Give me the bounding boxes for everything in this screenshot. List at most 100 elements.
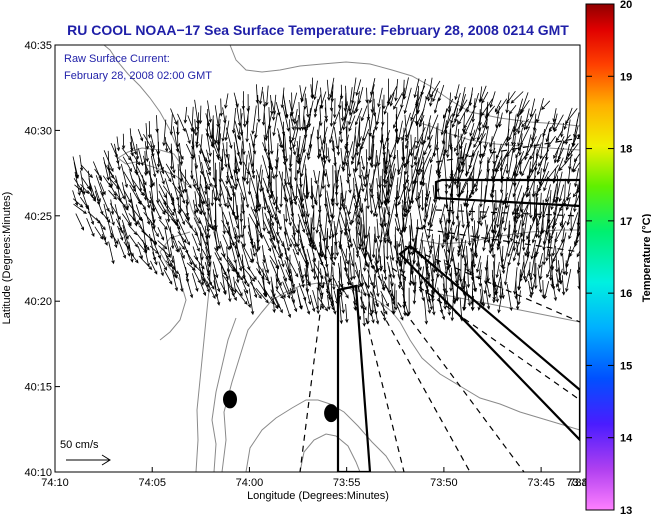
plot-frame <box>54 44 581 473</box>
current-vector-1023 <box>312 205 316 231</box>
current-vector-1272 <box>128 234 139 248</box>
current-vector-1118 <box>559 213 565 227</box>
y-tick-5: 40:35 <box>24 40 60 52</box>
current-vector-1016 <box>255 206 264 240</box>
current-vector-1637 <box>290 276 295 295</box>
current-vector-1579 <box>232 266 244 281</box>
current-vector-375 <box>553 136 565 160</box>
current-vector-945 <box>242 199 247 230</box>
current-vector-65 <box>383 94 392 115</box>
current-vector-299 <box>415 126 426 150</box>
current-vector-1030 <box>364 206 369 239</box>
current-vector-631 <box>566 163 571 185</box>
current-vector-94 <box>313 98 319 118</box>
current-vector-97 <box>340 101 345 122</box>
current-vector-1723 <box>351 289 358 306</box>
current-vector-1242 <box>452 224 458 240</box>
colorbar-tick-label: 15 <box>620 360 632 372</box>
current-vector-36 <box>425 87 432 101</box>
current-vector-675 <box>334 170 339 207</box>
current-vector-1027 <box>345 205 353 226</box>
current-vector-1019 <box>284 204 289 223</box>
current-vector-1043 <box>470 206 474 223</box>
current-vector-652 <box>159 170 165 185</box>
current-vector-693 <box>483 171 490 204</box>
current-vector-1625 <box>201 276 210 293</box>
current-vector-1105 <box>443 213 449 237</box>
current-vector-780 <box>631 177 635 201</box>
current-vector-1546 <box>424 260 432 288</box>
current-vector-1059 <box>581 205 584 222</box>
current-vector-680 <box>370 169 375 199</box>
current-vector-1322 <box>545 233 551 262</box>
current-vector-1635 <box>275 274 279 291</box>
current-vector-161 <box>508 104 517 115</box>
current-vector-801 <box>206 184 211 213</box>
current-vector-1277 <box>177 231 187 244</box>
current-vector-1669 <box>213 280 221 306</box>
current-vector-841 <box>545 184 551 203</box>
current-vector-437 <box>515 142 524 159</box>
current-vector-21 <box>310 84 314 100</box>
current-vector-927 <box>72 198 84 208</box>
current-vector-1668 <box>206 280 216 300</box>
current-vector-408 <box>291 140 297 156</box>
current-vector-679 <box>363 169 370 203</box>
current-vector-993 <box>73 203 87 215</box>
current-vector-180 <box>265 112 273 140</box>
x-tick-8: 73:3 <box>569 467 591 489</box>
current-vector-1498 <box>500 256 506 275</box>
current-vector-1081 <box>208 212 215 231</box>
current-vector-1193 <box>633 218 640 235</box>
current-vector-915 <box>550 190 556 211</box>
current-vector-1673 <box>242 281 249 295</box>
current-vector-74 <box>466 93 473 113</box>
current-vector-1672 <box>234 281 243 297</box>
current-vector-1557 <box>495 261 500 279</box>
y-tick-label: 40:35 <box>24 40 52 52</box>
current-vector-1078 <box>178 211 185 226</box>
bathy-contour-4 <box>229 45 580 127</box>
current-vector-463 <box>206 149 211 164</box>
colorbar-label: Temperature (°C) <box>641 213 651 302</box>
current-vector-1287 <box>262 234 272 252</box>
current-vector-761 <box>470 175 475 194</box>
current-vector-908 <box>496 192 504 229</box>
current-vector-646 <box>94 168 102 180</box>
current-vector-1331 <box>624 233 627 252</box>
current-vector-1543 <box>398 259 403 290</box>
current-vector-1494 <box>469 253 473 275</box>
current-vector-521 <box>103 157 110 181</box>
current-vector-1571 <box>171 269 179 292</box>
current-vector-1697 <box>464 281 472 307</box>
current-vector-630 <box>546 164 559 181</box>
current-vector-568 <box>558 154 573 172</box>
current-vector-894 <box>351 189 361 225</box>
current-vector-1740 <box>492 288 496 304</box>
current-vector-176 <box>221 115 227 142</box>
map-layer <box>72 45 642 472</box>
current-vector-526 <box>150 155 157 178</box>
current-vector-1454 <box>631 248 634 266</box>
current-vector-1660 <box>495 274 502 296</box>
current-vector-182 <box>289 114 295 131</box>
current-vector-361 <box>460 133 464 166</box>
current-vector-1359 <box>333 242 337 261</box>
current-vector-1228 <box>348 226 354 248</box>
current-vector-1001 <box>143 205 151 225</box>
current-vector-1408 <box>214 247 222 262</box>
current-vector-1045 <box>483 205 490 219</box>
current-vector-710 <box>635 170 642 194</box>
current-vector-766 <box>505 178 515 209</box>
current-vector-1090 <box>275 213 282 231</box>
current-vector-44 <box>224 93 229 109</box>
colorbar-tick-17: 17 <box>586 216 632 228</box>
current-vector-887 <box>303 193 310 218</box>
current-vector-459 <box>170 147 176 174</box>
current-vector-250 <box>453 119 459 139</box>
current-vector-1597 <box>367 269 374 287</box>
current-vector-576 <box>626 155 634 163</box>
current-vector-988 <box>622 199 627 215</box>
current-vector-1750 <box>309 294 316 313</box>
current-vector-1661 <box>517 274 522 291</box>
